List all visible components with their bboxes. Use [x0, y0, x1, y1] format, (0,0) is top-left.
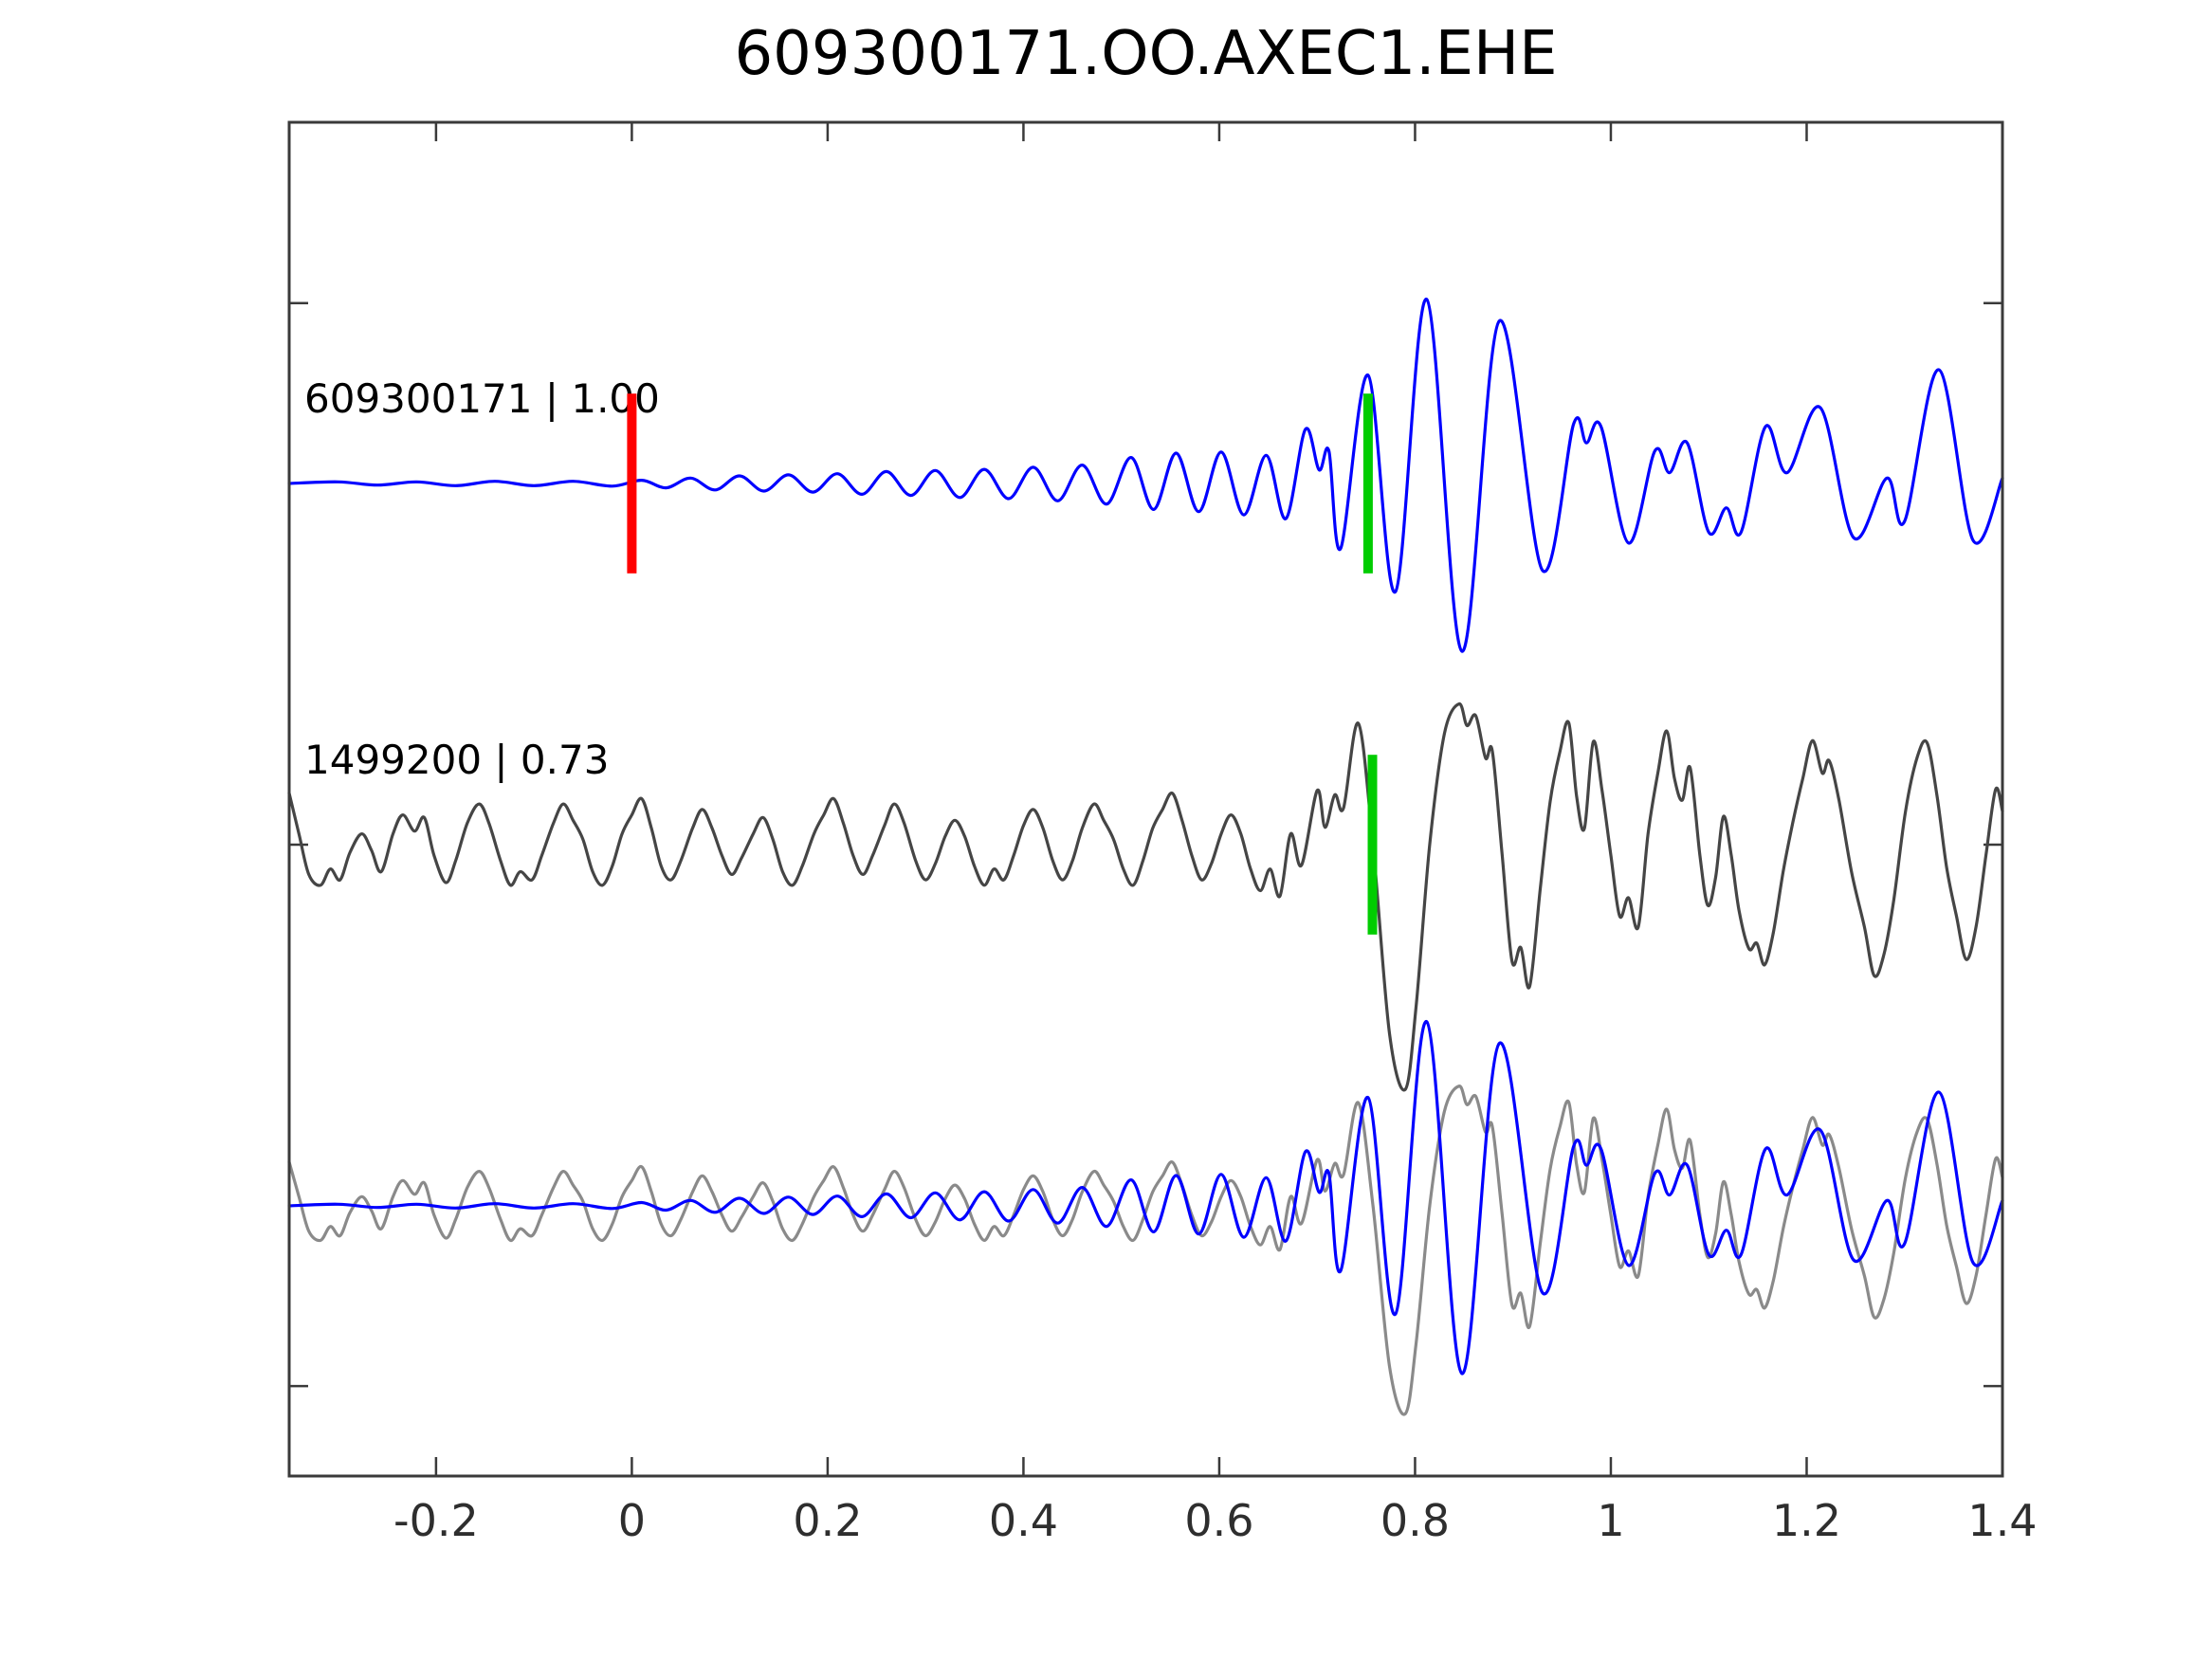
template-origin-marker	[627, 393, 637, 574]
plot-border	[287, 120, 2004, 1478]
overlay-detection-trace-path	[287, 1085, 2004, 1416]
detection-trace-path	[287, 702, 2004, 1092]
x-tick-label: -0.2	[393, 1495, 479, 1546]
x-tick-label: 0.6	[1184, 1495, 1254, 1546]
detection-trace-label: 1499200 | 0.73	[304, 737, 610, 783]
x-tick-label: 1	[1597, 1495, 1625, 1546]
x-tick-label: 0.4	[988, 1495, 1058, 1546]
template-pick-marker	[1362, 393, 1373, 574]
figure-title: 609300171.OO.AXEC1.EHE	[734, 19, 1558, 89]
detection-pick-marker	[1367, 755, 1378, 935]
x-tick-label: 0.8	[1380, 1495, 1451, 1546]
template-trace-path	[287, 298, 2004, 653]
template-trace-label: 609300171 | 1.00	[304, 375, 660, 422]
x-tick-label: 0	[617, 1495, 647, 1546]
x-tick-label: 0.2	[793, 1495, 863, 1546]
overlay-template-trace-path	[287, 1020, 2004, 1376]
x-tick-label: 1.4	[1967, 1495, 2038, 1546]
x-tick-label: 1.2	[1771, 1495, 1842, 1546]
